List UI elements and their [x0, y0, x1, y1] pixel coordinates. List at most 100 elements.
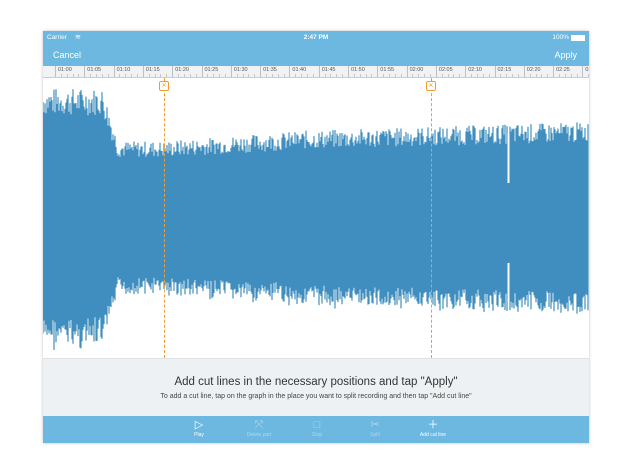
ruler-minor-tick [178, 74, 180, 77]
ruler-minor-tick [500, 74, 502, 77]
battery-percent: 100% [552, 34, 569, 41]
ruler-minor-tick [324, 74, 326, 77]
ruler-minor-tick [412, 74, 414, 77]
ruler-minor-tick [271, 74, 273, 77]
ruler-minor-tick [189, 74, 191, 77]
cut-line-2-handle-icon[interactable]: ✕ [426, 81, 436, 91]
ruler-minor-tick [383, 74, 385, 77]
ruler-minor-tick [242, 74, 244, 77]
delete-part-icon: ⤧ [254, 419, 264, 431]
play-label: Play [194, 432, 204, 438]
ruler-tick: 02:15 [494, 66, 511, 77]
instructions-subtitle: To add a cut line, tap on the graph in t… [160, 393, 472, 400]
ruler-minor-tick [359, 74, 361, 77]
ruler-minor-tick [277, 74, 279, 77]
ruler-minor-tick [131, 74, 133, 77]
delete-part-button[interactable]: ⤧ Delete part [229, 419, 289, 438]
ruler-minor-tick [471, 74, 473, 77]
ruler-minor-tick [371, 74, 373, 77]
ruler-tick: 01:05 [84, 66, 101, 77]
plus-icon: ＋ [427, 419, 439, 431]
play-icon: ▷ [194, 419, 204, 431]
ruler-tick: 02:05 [435, 66, 453, 77]
ruler-minor-tick [66, 74, 68, 77]
ruler-minor-tick [418, 74, 420, 77]
ruler-minor-tick [342, 74, 344, 77]
split-scissors-icon: ✂ [370, 419, 380, 431]
ruler-minor-tick [336, 74, 338, 77]
ruler-minor-tick [154, 74, 156, 77]
battery-icon [571, 34, 585, 41]
ruler-minor-tick [394, 74, 396, 77]
stop-icon: □ [313, 419, 321, 431]
ruler-minor-tick [295, 74, 297, 77]
apply-button[interactable]: Apply [554, 50, 577, 60]
ruler-minor-tick [90, 74, 92, 77]
ruler-minor-tick [96, 74, 98, 77]
ruler-minor-tick [476, 74, 478, 77]
ruler-minor-tick [265, 74, 267, 77]
timeline-ruler[interactable]: 01:00 01:05 01:10 01:15 01:20 01:25 01:30 01:35… [43, 66, 589, 78]
ruler-minor-tick [166, 74, 168, 77]
cut-line-1[interactable] [164, 78, 165, 358]
ruler-tick: 02:10 [465, 66, 482, 77]
ruler-tick: 02:20 [523, 66, 541, 77]
ruler-minor-tick [365, 74, 367, 77]
ruler-tick: 01:30 [230, 66, 248, 77]
ruler-minor-tick [506, 74, 508, 77]
ruler-minor-tick [207, 74, 209, 77]
cut-line-1-handle-icon[interactable]: ✕ [159, 81, 169, 91]
ruler-tick: 02:25 [553, 66, 570, 77]
ruler-minor-tick [576, 74, 578, 77]
bottom-toolbar: ▷ Play ⤧ Delete part □ Stop ✂ Split ＋ Ad… [43, 416, 589, 443]
ruler-tick: 01:00 [55, 66, 72, 77]
ruler-minor-tick [312, 74, 314, 77]
ruler-tick: 01:10 [113, 66, 130, 77]
ruler-minor-tick [78, 74, 80, 77]
ruler-minor-tick [564, 74, 566, 77]
ruler-tick: 01:15 [142, 66, 160, 77]
stop-button[interactable]: □ Stop [287, 419, 347, 438]
wifi-icon: ≋ [75, 34, 81, 41]
add-cut-line-button[interactable]: ＋ Add cut line [403, 419, 463, 438]
ruler-minor-tick [195, 74, 197, 77]
ruler-tick: 01:35 [260, 66, 277, 77]
ruler-minor-tick [107, 74, 109, 77]
ruler-tick: 01:50 [348, 66, 365, 77]
ruler-minor-tick [330, 74, 332, 77]
ruler-minor-tick [101, 74, 103, 77]
split-button[interactable]: ✂ Split [345, 419, 405, 438]
delete-part-label: Delete part [246, 432, 272, 438]
ruler-minor-tick [219, 74, 221, 77]
cut-line-2[interactable] [431, 78, 432, 358]
waveform-graph[interactable] [43, 78, 589, 358]
ruler-tick: 01:55 [377, 66, 394, 77]
ruler-minor-tick [72, 74, 74, 77]
ruler-minor-tick [558, 74, 560, 77]
ruler-minor-tick [283, 74, 285, 77]
ruler-tick: 01:20 [172, 66, 189, 77]
ruler-tick: 01:25 [201, 66, 218, 77]
play-button[interactable]: ▷ Play [169, 419, 229, 438]
ruler-minor-tick [447, 74, 449, 77]
ruler-tick: 02:30 [582, 66, 589, 77]
ruler-minor-tick [183, 74, 185, 77]
ruler-minor-tick [459, 74, 461, 77]
cancel-button[interactable]: Cancel [53, 50, 82, 60]
ruler-minor-tick [125, 74, 127, 77]
ruler-tick: 01:40 [289, 66, 306, 77]
ruler-minor-tick [236, 74, 238, 77]
app-window: Carrier ≋ 2:47 PM 100% Cancel Apply 01:0… [43, 31, 589, 443]
instructions-panel: Add cut lines in the necessary positions… [43, 358, 589, 417]
ruler-minor-tick [148, 74, 150, 77]
ruler-minor-tick [119, 74, 121, 77]
ruler-minor-tick [306, 74, 308, 77]
ruler-minor-tick [424, 74, 426, 77]
ruler-minor-tick [441, 74, 443, 77]
waveform-area[interactable] [43, 78, 589, 358]
ruler-minor-tick [488, 74, 490, 77]
ruler-minor-tick [482, 74, 484, 77]
ruler-minor-tick [213, 74, 215, 77]
navigation-bar: Cancel Apply [43, 44, 589, 66]
ruler-minor-tick [453, 74, 455, 77]
